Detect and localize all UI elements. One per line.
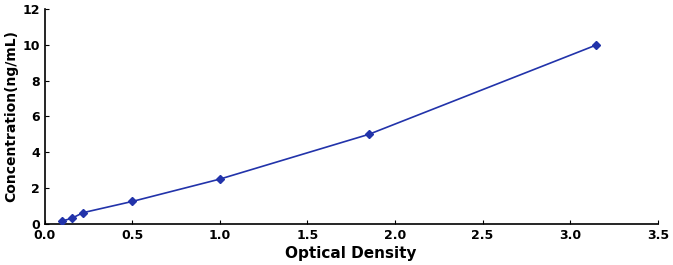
X-axis label: Optical Density: Optical Density xyxy=(285,246,417,261)
Y-axis label: Concentration(ng/mL): Concentration(ng/mL) xyxy=(4,30,18,202)
